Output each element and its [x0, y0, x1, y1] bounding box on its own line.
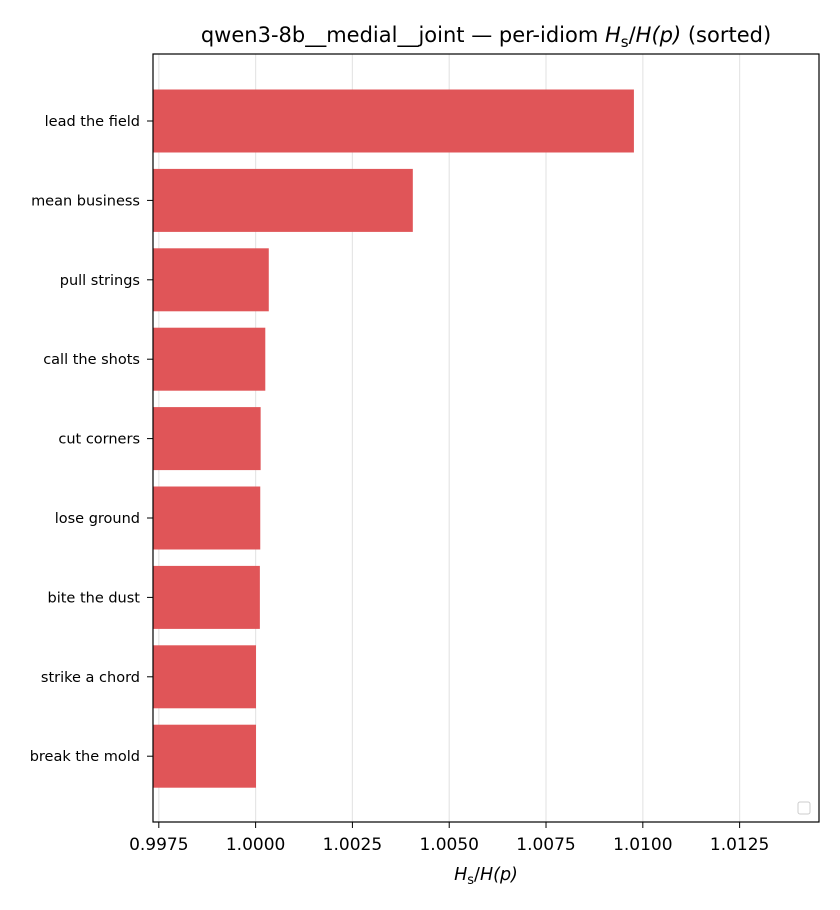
y-tick-label: lead the field [45, 114, 140, 130]
y-tick-label: mean business [31, 193, 140, 209]
y-tick-label: cut corners [58, 432, 140, 448]
title-prefix: qwen3-8b__medial__joint — per-idiom [201, 23, 605, 48]
bar [153, 168, 413, 232]
bar [153, 645, 256, 709]
xlabel-num-sub: s [467, 873, 474, 888]
y-tick-label: break the mold [30, 749, 140, 765]
title-ratio-num: H [605, 23, 621, 47]
bar [153, 327, 266, 391]
x-tick-label: 0.9975 [129, 835, 188, 855]
xlabel-den-arg: (p) [493, 865, 518, 885]
x-ticks: 0.9975 1.0000 1.0025 1.0050 1.0075 1.0100 1.01… [129, 822, 769, 855]
y-tick-label: call the shots [43, 352, 140, 368]
bar [153, 89, 634, 153]
xlabel-num: H [454, 865, 467, 885]
x-tick-label: 1.0050 [419, 835, 478, 855]
xlabel-den: H [480, 865, 493, 885]
xlabel-sep: / [474, 865, 480, 885]
title-ratio-den-arg: (p) [651, 23, 681, 47]
bar [153, 565, 260, 629]
y-tick-label: bite the dust [48, 590, 141, 606]
x-tick-label: 1.0125 [710, 835, 769, 855]
x-tick-label: 1.0000 [226, 835, 285, 855]
bar [153, 248, 269, 312]
y-tick-label: lose ground [55, 511, 140, 527]
title-suffix: (sorted) [681, 23, 771, 47]
plot-frame [152, 53, 820, 823]
y-tick-label: pull strings [60, 273, 140, 289]
chart-title: qwen3-8b__medial__joint — per-idiom Hs/H… [201, 23, 771, 51]
title-ratio-sep: / [629, 23, 637, 47]
title-ratio-den: H [636, 23, 652, 47]
bar [153, 724, 256, 788]
bar [153, 486, 261, 550]
legend-box [797, 801, 811, 815]
x-axis-label: Hs/H(p) [454, 865, 518, 888]
x-tick-label: 1.0100 [613, 835, 672, 855]
bars [153, 89, 634, 788]
x-tick-label: 1.0025 [323, 835, 382, 855]
y-tick-label: strike a chord [41, 670, 140, 686]
bar [153, 407, 261, 471]
y-tick-labels: lead the field mean business pull strings c… [30, 114, 153, 765]
title-ratio-num-sub: s [621, 33, 629, 51]
x-tick-label: 1.0075 [516, 835, 575, 855]
